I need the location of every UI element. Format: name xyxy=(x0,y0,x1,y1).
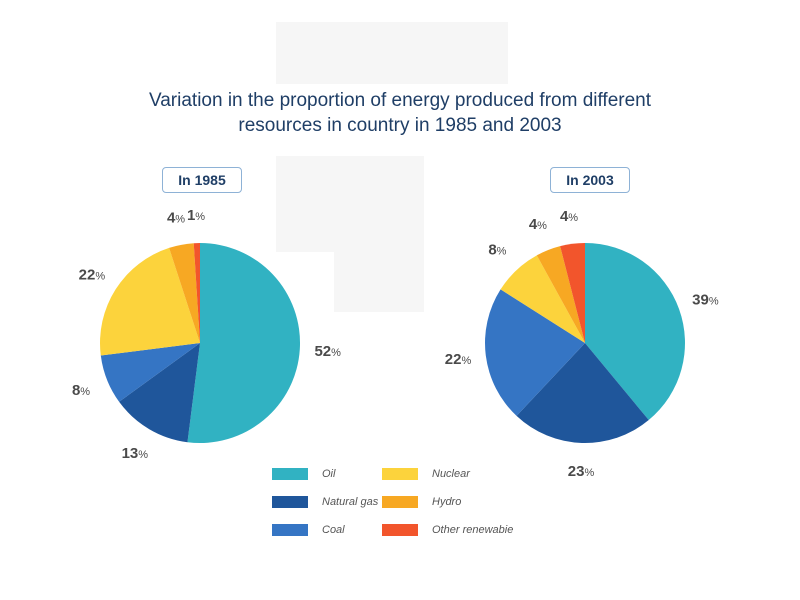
pie-slice-2003-hydro xyxy=(536,246,585,343)
pie-slice-2003-nuclear xyxy=(500,255,585,343)
data-label-2003-coal: 22% xyxy=(445,351,472,368)
data-label-1985-hydro: 4% xyxy=(167,209,185,226)
legend: Oil Natural gas Coal Nuclear Hydro Other… xyxy=(272,466,572,550)
pie-title-2003: In 2003 xyxy=(550,167,630,193)
pie-slice-1985-natural-gas xyxy=(119,343,200,443)
chart-title: Variation in the proportion of energy pr… xyxy=(148,90,652,136)
pie-slice-2003-coal xyxy=(485,289,585,416)
legend-label: Oil xyxy=(322,468,336,480)
legend-swatch xyxy=(272,524,308,536)
data-label-1985-natural-gas: 13% xyxy=(122,445,149,462)
pie-slice-2003-oil xyxy=(585,243,685,421)
faint-background-block xyxy=(276,156,424,252)
pie-slice-1985-nuclear xyxy=(100,247,200,356)
legend-swatch xyxy=(382,468,418,480)
pie-slice-2003-natural-gas xyxy=(516,343,649,443)
faint-background-block xyxy=(334,252,424,312)
pie-slice-1985-hydro xyxy=(169,243,200,343)
pie-title-1985: In 1985 xyxy=(162,167,242,193)
data-label-1985-nuclear: 22% xyxy=(79,266,106,283)
pie-1985 xyxy=(100,242,301,443)
legend-label: Nuclear xyxy=(432,468,470,480)
data-label-2003-oil: 39% xyxy=(692,292,719,309)
pie-slice-2003-other-renewable xyxy=(560,243,585,343)
legend-swatch xyxy=(272,496,308,508)
data-label-2003-hydro: 4% xyxy=(529,216,547,233)
faint-background-block xyxy=(276,22,508,84)
legend-label: Other renewabie xyxy=(432,524,514,536)
pie-2003 xyxy=(485,243,685,443)
pie-slice-1985-oil xyxy=(187,242,301,443)
legend-swatch xyxy=(382,496,418,508)
legend-swatch xyxy=(382,524,418,536)
legend-label: Hydro xyxy=(432,496,462,508)
pie-slice-1985-coal xyxy=(100,343,200,402)
data-label-1985-oil: 52% xyxy=(314,343,341,360)
pie-slice-1985-other-renewable xyxy=(193,243,200,343)
data-label-1985-other-renewable: 1% xyxy=(187,207,205,224)
legend-label: Natural gas xyxy=(322,496,379,508)
legend-swatch xyxy=(272,468,308,480)
data-label-1985-coal: 8% xyxy=(72,382,90,399)
legend-label: Coal xyxy=(322,524,345,536)
data-label-2003-nuclear: 8% xyxy=(488,242,506,259)
data-label-2003-natural-gas: 23% xyxy=(568,463,595,480)
data-label-2003-other-renewable: 4% xyxy=(560,208,578,225)
